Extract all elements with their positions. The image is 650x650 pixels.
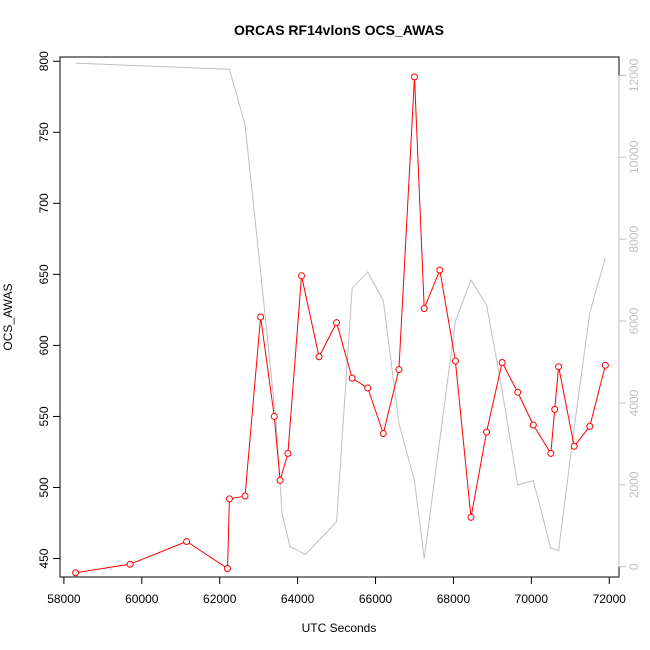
y2-tick-label: 10000 [627,140,641,174]
y-tick-label: 750 [37,122,51,142]
primary-series-segment [287,278,302,451]
plot-frame [59,56,620,578]
primary-series-segment [503,364,517,390]
y-tick-label: 550 [37,406,51,426]
primary-series-point [514,388,522,396]
primary-series-point [551,405,559,413]
x-tick-label: 62000 [203,592,237,606]
x-tick-label: 70000 [515,592,549,606]
primary-series-point [586,422,594,430]
x-tick-label: 60000 [125,592,159,606]
primary-series-segment [486,365,502,430]
primary-series-segment [132,542,185,564]
primary-series-point [555,363,563,371]
primary-series-segment [383,372,399,431]
primary-series-segment [439,272,456,359]
primary-series-segment [301,278,319,354]
primary-series-point [126,560,134,568]
primary-series-point [410,73,418,81]
primary-series-segment [518,394,533,423]
primary-series-point [72,569,80,577]
x-tick-label: 66000 [359,592,393,606]
y-tick-label: 800 [37,51,51,71]
primary-series-segment [590,368,606,424]
secondary-series-line [75,62,606,559]
primary-series-point [315,353,323,361]
primary-series-segment [550,412,555,451]
primary-series-segment [414,79,425,306]
chart-title: ORCAS RF14vlonS OCS_AWAS [234,22,444,38]
primary-series-point [395,366,403,374]
primary-series-point [225,495,233,503]
primary-series-point [298,272,306,280]
primary-series-segment [554,369,559,407]
primary-series-point [601,361,609,369]
y-tick-label: 450 [37,548,51,568]
primary-series-point [333,319,341,327]
primary-series-segment [336,325,352,376]
right-series-layer [75,62,606,559]
primary-series-point [498,358,506,366]
primary-series-point [420,304,428,312]
primary-series-segment [471,434,487,515]
primary-series-point [436,266,444,274]
primary-series-segment [354,379,366,387]
primary-series-segment [558,369,575,444]
y2-tick-label: 2000 [627,471,641,498]
x-tick-label: 72000 [593,592,627,606]
x-tick-label: 68000 [437,592,471,606]
y-axis-label: OCS_AWAS [1,283,15,350]
y2-tick-label: 6000 [627,307,641,334]
primary-series-segment [244,319,261,494]
primary-series-point [284,449,292,457]
primary-series-segment [424,272,440,306]
y2-tick-label: 8000 [627,226,641,253]
y-tick-label: 500 [37,477,51,497]
primary-series-point [183,537,191,545]
primary-series-segment [575,428,589,445]
primary-series-point [224,564,232,572]
primary-series-segment [398,79,415,367]
left-series-layer [72,73,609,577]
primary-series-point [257,313,265,321]
primary-series-point [364,384,372,392]
primary-series-segment [319,325,336,355]
primary-series-point [467,513,475,521]
primary-series-point [348,374,356,382]
y-tick-label: 600 [37,335,51,355]
primary-series-point [451,357,459,365]
x-tick-label: 58000 [47,592,81,606]
primary-series-point [276,476,284,484]
y2-tick-label: 12000 [627,58,641,92]
y-tick-label: 650 [37,264,51,284]
primary-series-segment [280,456,288,478]
primary-series-point [241,492,249,500]
primary-series-segment [274,419,281,478]
primary-series-segment [78,564,128,573]
x-axis-label: UTC Seconds [302,621,377,635]
primary-series-segment [227,501,230,566]
primary-series-point [270,412,278,420]
axes-layer: 58000 60000 62000 64000 66000 68000 70000 72000… [37,51,641,606]
y2-tick-label: 4000 [627,389,641,416]
primary-series-point [529,421,537,429]
primary-series-point [547,449,555,457]
primary-series-segment [368,390,383,431]
primary-series-segment [232,496,243,499]
primary-series-point [379,430,387,438]
primary-series-segment [260,319,275,414]
primary-series-point [483,428,491,436]
y-tick-label: 700 [37,193,51,213]
primary-series-segment [534,427,550,452]
x-tick-label: 64000 [281,592,315,606]
primary-series-segment [455,363,472,515]
primary-series-segment [188,542,226,568]
y2-tick-label: 0 [627,563,641,570]
primary-series-point [570,442,578,450]
